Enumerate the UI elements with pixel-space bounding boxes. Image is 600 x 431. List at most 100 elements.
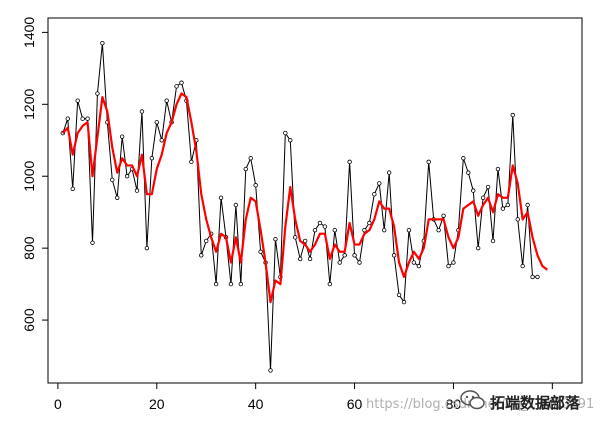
observed-point — [485, 184, 491, 190]
observed-point — [283, 130, 288, 136]
watermark: https://blog.csdn.net/qq_19600291 拓端数据部落 — [366, 390, 594, 412]
observed-point — [475, 245, 481, 251]
observed-point — [85, 116, 90, 121]
x-tick-label: 80 — [446, 396, 462, 412]
observed-point — [297, 256, 303, 262]
observed-point — [258, 249, 263, 254]
observed-point — [154, 120, 159, 125]
observed-point — [520, 263, 525, 269]
observed-point — [386, 170, 392, 175]
observed-point — [228, 281, 234, 287]
observed-point — [134, 188, 140, 193]
observed-point — [70, 186, 75, 192]
y-tick-label: 1400 — [21, 17, 37, 48]
observed-point — [411, 260, 417, 265]
observed-point — [248, 156, 253, 161]
observed-point — [525, 202, 530, 208]
observed-point — [253, 183, 258, 188]
y-axis: 600 800 1000 1200 1400 — [21, 17, 48, 332]
series-fitted — [62, 92, 549, 304]
observed-point — [500, 206, 506, 211]
observed-point — [238, 281, 244, 287]
observed-point — [426, 159, 431, 165]
observed-point — [342, 253, 347, 258]
observed-point — [401, 299, 407, 305]
observed-point — [451, 260, 456, 265]
observed-point — [218, 195, 224, 201]
observed-point — [312, 227, 318, 233]
y-tick-label: 800 — [21, 236, 37, 260]
observed-point — [372, 192, 377, 197]
observed-point — [357, 260, 362, 265]
observed-point — [322, 224, 328, 229]
observed-point — [144, 245, 150, 251]
observed-point — [100, 40, 105, 46]
observed-point — [495, 166, 501, 172]
observed-point — [80, 116, 85, 121]
plot-box — [47, 17, 583, 384]
observed-point — [189, 159, 194, 165]
observed-point — [288, 138, 293, 143]
observed-point — [490, 238, 496, 244]
observed-point — [293, 235, 298, 240]
y-tick-label: 1000 — [21, 160, 37, 191]
observed-point — [391, 253, 397, 258]
y-tick-label: 600 — [21, 308, 37, 332]
observed-point — [110, 177, 115, 183]
observed-point — [362, 227, 367, 233]
observed-point — [515, 217, 520, 222]
observed-point — [268, 368, 273, 373]
observed-point — [332, 227, 337, 233]
observed-point — [327, 281, 333, 287]
fitted-line — [62, 92, 549, 304]
observed-point — [317, 220, 323, 226]
observed-point — [115, 195, 120, 201]
y-tick-label: 1200 — [21, 89, 37, 120]
observed-point — [139, 109, 145, 114]
observed-point — [75, 98, 80, 103]
watermark-brand: 拓端数据部落 — [490, 394, 581, 412]
observed-point — [446, 263, 451, 269]
observed-point — [510, 112, 515, 118]
observed-point — [233, 202, 239, 208]
observed-point — [199, 253, 204, 258]
x-tick-label: 0 — [54, 396, 62, 412]
observed-point — [243, 166, 248, 172]
observed-point — [124, 174, 130, 179]
observed-point — [406, 227, 412, 233]
observed-point — [416, 263, 422, 269]
observed-point — [90, 240, 95, 245]
observed-point — [480, 195, 486, 201]
observed-point — [535, 274, 540, 280]
observed-point — [174, 84, 179, 89]
observed-point — [396, 292, 402, 298]
observed-point — [471, 188, 476, 193]
observed-point — [382, 227, 387, 233]
observed-point — [461, 156, 466, 161]
observed-point — [95, 91, 100, 96]
x-tick-label: 60 — [347, 396, 363, 412]
observed-point — [159, 138, 164, 143]
x-tick-label: 40 — [248, 396, 264, 412]
observed-point — [367, 220, 372, 226]
observed-point — [377, 181, 382, 186]
observed-point — [302, 238, 308, 244]
observed-point — [213, 281, 219, 287]
observed-point — [149, 156, 155, 161]
observed-point — [441, 213, 446, 218]
observed-point — [436, 227, 441, 233]
observed-point — [273, 236, 278, 242]
observed-point — [347, 159, 352, 165]
observed-point — [505, 202, 511, 208]
x-tick-label: 100 — [541, 396, 565, 412]
x-axis: 0 20 40 60 80 100 — [54, 383, 564, 412]
observed-point — [337, 260, 342, 265]
observed-point — [530, 274, 535, 280]
x-tick-label: 20 — [149, 396, 165, 412]
observed-point — [352, 253, 357, 258]
observed-point — [164, 98, 169, 103]
observed-point — [307, 256, 313, 262]
wechat-bubble-icon — [460, 390, 485, 410]
observed-point — [119, 134, 125, 139]
